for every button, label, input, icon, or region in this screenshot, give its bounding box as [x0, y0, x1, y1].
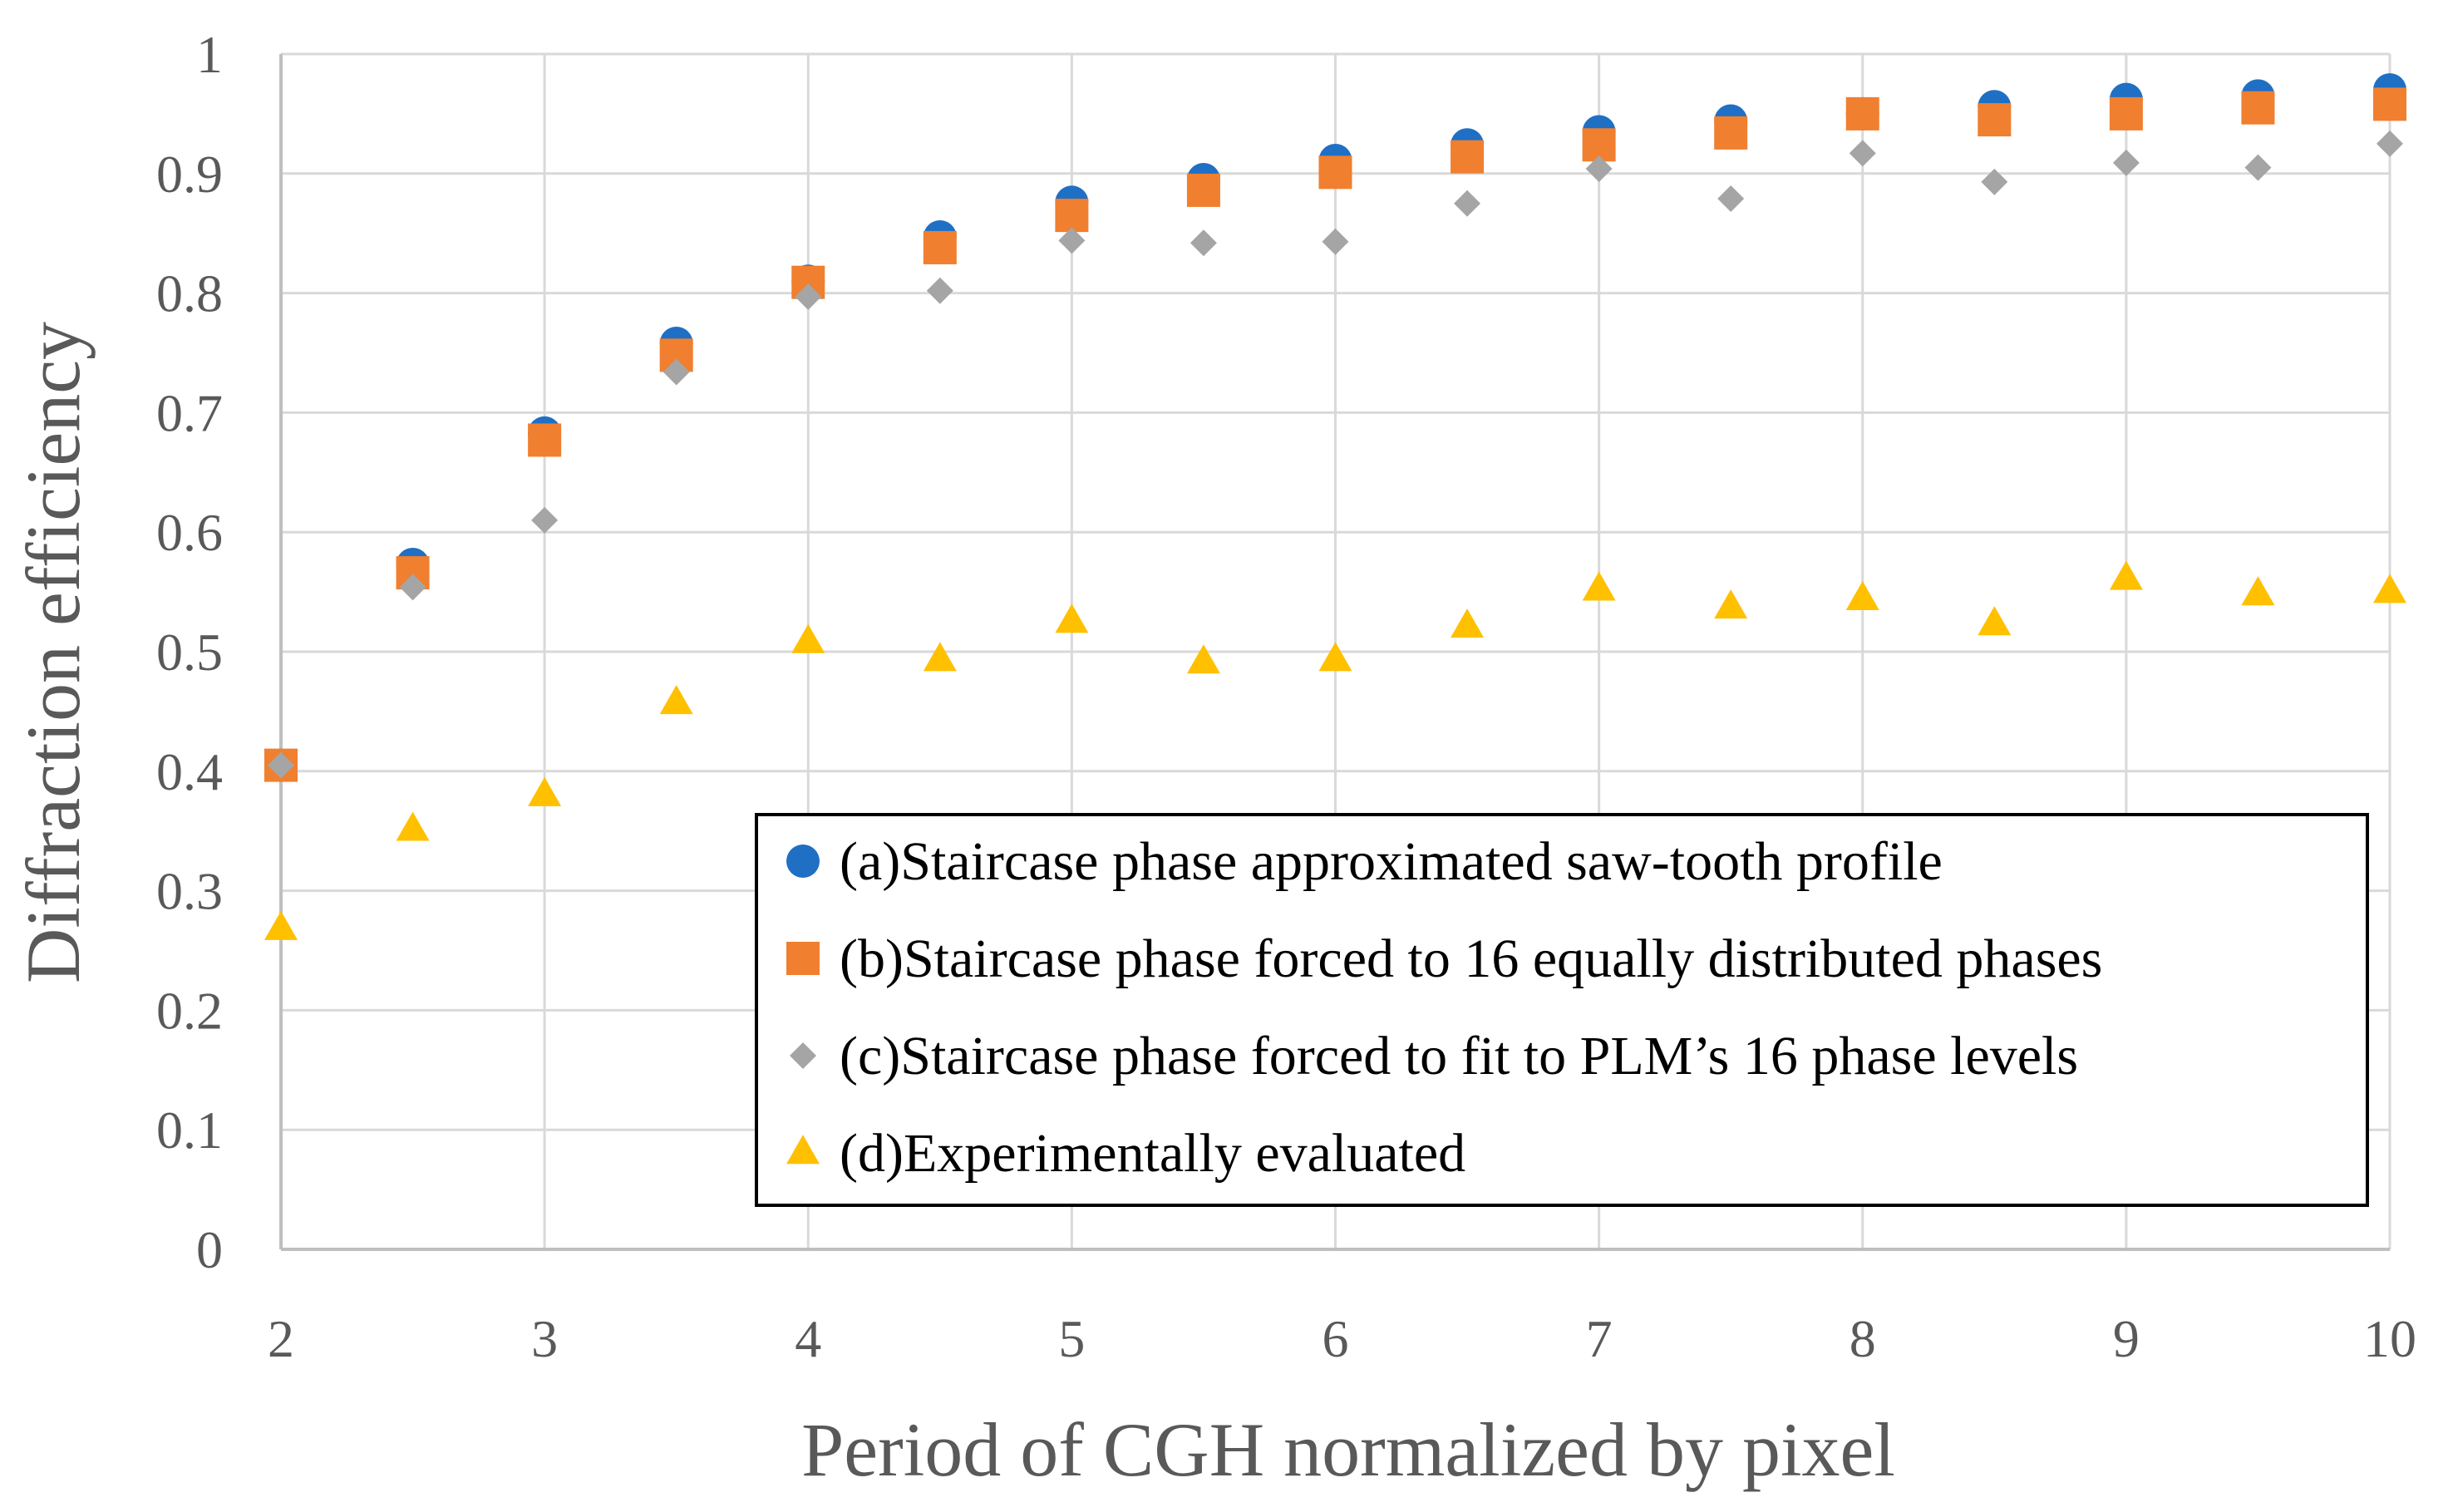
- x-tick-label: 7: [1586, 1309, 1613, 1368]
- data-point-square: [2241, 91, 2275, 125]
- data-point-triangle: [264, 910, 298, 940]
- y-tick-label: 0.7: [156, 383, 223, 442]
- legend-label: (a)Staircase phase approximated saw-toot…: [840, 831, 1943, 892]
- y-tick-label: 0.5: [156, 623, 223, 682]
- legend-label: (b)Staircase phase forced to 16 equally …: [840, 928, 2102, 989]
- data-point-triangle: [2373, 574, 2406, 603]
- data-point-triangle: [1845, 581, 1879, 611]
- legend-entry: (b)Staircase phase forced to 16 equally …: [786, 928, 2102, 989]
- data-point-square: [1318, 155, 1352, 190]
- x-tick-label: 9: [2113, 1309, 2140, 1368]
- y-tick-label: 0.3: [156, 862, 223, 921]
- x-tick-label: 8: [1850, 1309, 1876, 1368]
- data-point-diamond: [531, 506, 559, 534]
- series-triangle: [264, 560, 2406, 940]
- data-point-square: [923, 230, 957, 264]
- data-point-triangle: [2241, 576, 2275, 606]
- data-point-diamond: [2112, 149, 2140, 176]
- data-point-square: [1451, 140, 1485, 174]
- data-point-triangle: [1318, 642, 1352, 672]
- data-point-triangle: [396, 811, 430, 841]
- data-point-triangle: [1714, 589, 1748, 619]
- legend-marker-diamond: [790, 1042, 816, 1069]
- axes: [279, 54, 2390, 1251]
- x-tick-labels: 2 3 4 5 6 7 8 9 10: [268, 1309, 2416, 1368]
- x-tick-label: 2: [268, 1309, 294, 1368]
- legend-marker-circle: [786, 845, 820, 878]
- legend-marker-triangle: [786, 1135, 820, 1165]
- data-point-diamond: [1849, 140, 1876, 167]
- data-point-diamond: [2244, 154, 2272, 181]
- data-point-square: [1055, 199, 1089, 233]
- legend-marker-square: [786, 942, 820, 975]
- y-axis-title: Diffraction efficiency: [11, 322, 96, 983]
- data-point-square: [1186, 173, 1220, 207]
- data-point-diamond: [662, 358, 690, 386]
- data-point-triangle: [1451, 608, 1485, 638]
- legend-label: (c)Staircase phase forced to fit to PLM’…: [840, 1026, 2078, 1086]
- y-tick-label: 0.1: [156, 1101, 223, 1160]
- y-tick-label: 1: [196, 25, 223, 84]
- y-tick-label: 0.6: [156, 503, 223, 562]
- data-point-diamond: [2377, 130, 2403, 157]
- y-tick-labels: 0 0.1 0.2 0.3 0.4 0.5 0.6 0.7 0.8 0.9 1: [156, 25, 223, 1279]
- x-tick-label: 3: [531, 1309, 558, 1368]
- data-point-triangle: [1978, 606, 2012, 636]
- legend-entry: (a)Staircase phase approximated saw-toot…: [786, 831, 1943, 892]
- y-tick-label: 0.2: [156, 981, 223, 1040]
- data-point-triangle: [791, 623, 825, 653]
- x-axis-title: Period of CGH normalized by pixel: [801, 1407, 1895, 1492]
- data-point-diamond: [1585, 155, 1613, 183]
- legend-label: (d)Experimentally evaluated: [840, 1123, 1465, 1184]
- data-point-diamond: [1717, 185, 1745, 212]
- data-point-diamond: [1058, 227, 1086, 254]
- data-point-triangle: [528, 776, 562, 806]
- y-tick-label: 0.9: [156, 145, 223, 204]
- legend: (a)Staircase phase approximated saw-toot…: [755, 813, 2369, 1207]
- data-point-diamond: [268, 751, 294, 779]
- data-point-diamond: [926, 277, 953, 304]
- data-point-triangle: [2109, 560, 2143, 590]
- x-tick-label: 5: [1058, 1309, 1085, 1368]
- x-tick-label: 4: [795, 1309, 821, 1368]
- data-point-diamond: [1454, 190, 1481, 217]
- data-point-diamond: [1981, 168, 2008, 195]
- legend-entry: (d)Experimentally evaluated: [786, 1123, 1465, 1184]
- legend-box: [755, 813, 2369, 1207]
- legend-entry: (c)Staircase phase forced to fit to PLM’…: [790, 1026, 2078, 1086]
- data-point-diamond: [795, 283, 822, 310]
- data-point-diamond: [399, 574, 426, 601]
- data-point-square: [1845, 96, 1879, 131]
- data-point-triangle: [1055, 603, 1089, 633]
- data-point-square: [2109, 96, 2143, 131]
- data-point-square: [528, 423, 562, 457]
- y-tick-label: 0.8: [156, 264, 223, 323]
- data-point-diamond: [1322, 228, 1349, 255]
- y-tick-label: 0.4: [156, 742, 223, 801]
- data-point-triangle: [923, 642, 957, 672]
- x-tick-label: 6: [1323, 1309, 1349, 1368]
- data-point-square: [1714, 116, 1748, 150]
- data-point-diamond: [1190, 229, 1217, 257]
- data-point-square: [2373, 87, 2406, 121]
- y-tick-label: 0: [196, 1220, 223, 1279]
- data-point-square: [1978, 103, 2012, 137]
- data-point-triangle: [1582, 571, 1616, 601]
- x-tick-label: 10: [2363, 1309, 2416, 1368]
- series-layer: [264, 73, 2406, 940]
- data-point-triangle: [1186, 644, 1220, 674]
- series-diamond: [268, 130, 2403, 779]
- data-point-triangle: [659, 685, 693, 715]
